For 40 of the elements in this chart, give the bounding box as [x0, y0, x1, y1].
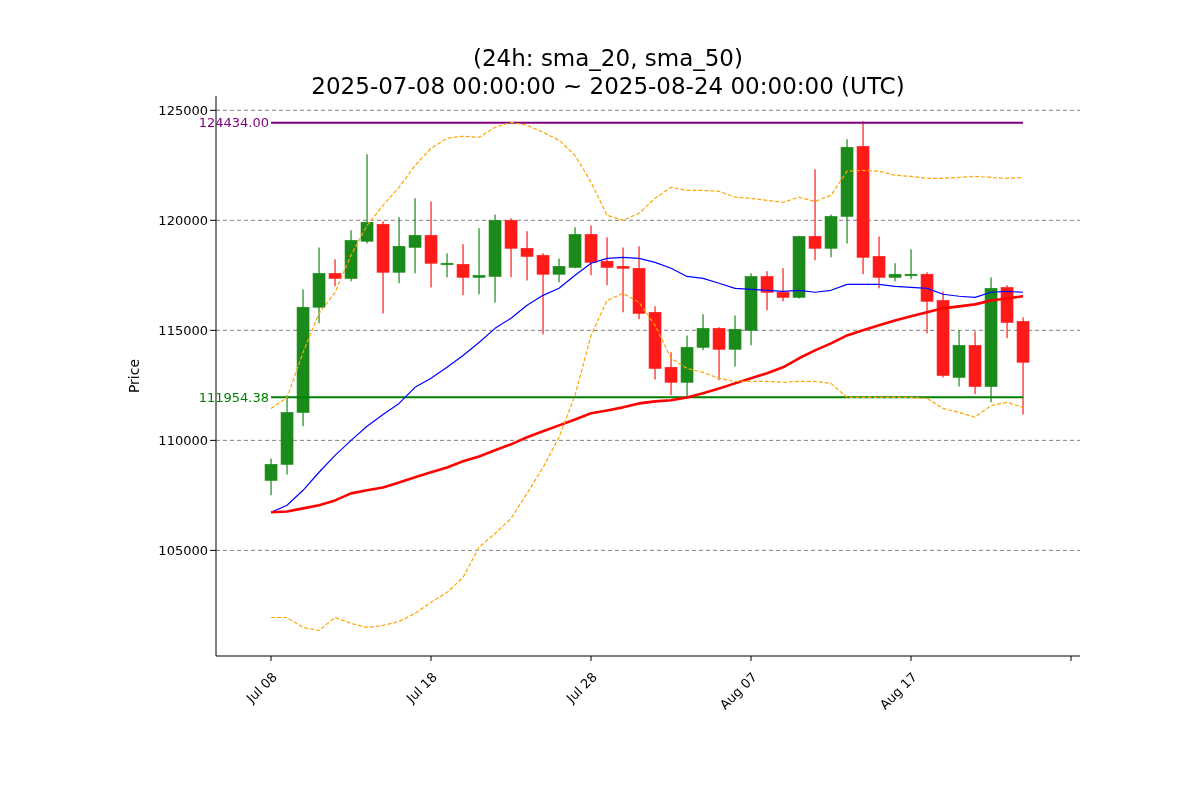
y-axis-title: Price	[125, 358, 142, 394]
ref-line-label: 111954.38	[198, 389, 270, 405]
ref-line-label: 124434.00	[198, 115, 270, 131]
candlestick	[664, 351, 678, 396]
x-tick-label: Jul 28	[562, 669, 600, 707]
y-tick-label: 105000	[158, 543, 208, 558]
candlestick	[888, 262, 902, 282]
x-tick-label: Aug 07	[716, 669, 760, 713]
candlestick	[360, 153, 374, 245]
candlestick	[408, 197, 422, 274]
chart-subtitle: 2025-07-08 00:00:00 ~ 2025-08-24 00:00:00 (UTC)	[310, 72, 906, 100]
x-tick-label: Aug 17	[876, 669, 920, 713]
candlestick	[472, 227, 486, 295]
candlestick	[696, 313, 710, 351]
candlestick	[712, 326, 726, 381]
candlestick	[552, 257, 566, 283]
candlestick	[808, 168, 822, 261]
y-tick-label: 120000	[158, 212, 208, 228]
y-tick-label: 115000	[158, 322, 208, 338]
x-tick-label: Jul 08	[242, 669, 280, 707]
candlestick	[872, 235, 886, 289]
line-series	[269, 294, 1025, 514]
chart-title: (24h: sma_20, sma_50)	[472, 44, 744, 72]
candlestick	[456, 243, 470, 296]
candlestick	[536, 252, 550, 335]
candlestick	[520, 230, 534, 281]
candlestick	[728, 314, 742, 368]
candlestick	[760, 270, 774, 311]
candlestick	[776, 267, 790, 302]
candlestick	[440, 252, 454, 278]
candlestick	[904, 248, 918, 280]
x-tick-label: Jul 18	[402, 669, 440, 707]
candlestick	[328, 258, 342, 287]
line-series	[270, 292, 1024, 632]
candlestick	[264, 457, 278, 496]
y-tick-label: 125000	[158, 102, 208, 118]
candlestick	[616, 246, 630, 313]
y-tick-label: 110000	[158, 432, 208, 448]
candlestick	[600, 236, 614, 286]
line-series	[270, 121, 1024, 410]
